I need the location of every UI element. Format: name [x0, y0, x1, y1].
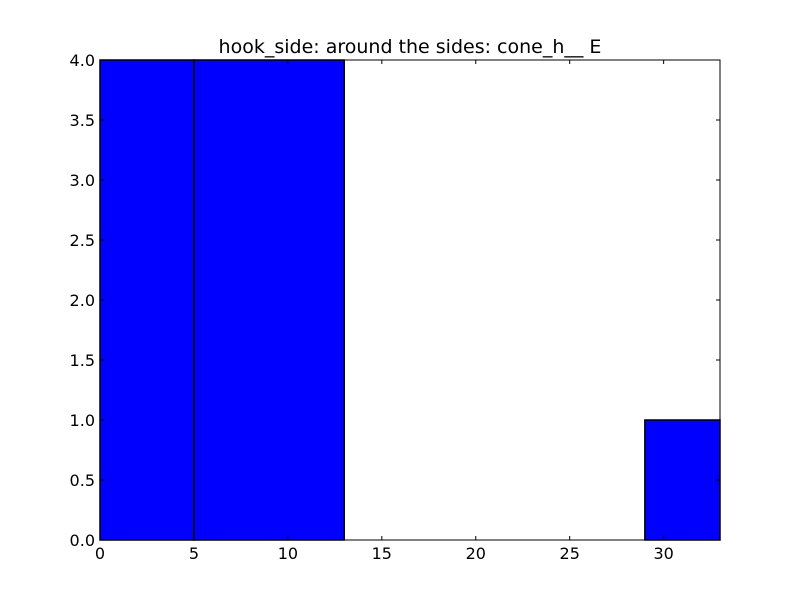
y-tick-label: 4.0: [70, 51, 95, 70]
y-tick-label: 2.0: [70, 291, 95, 310]
chart-title: hook_side: around the sides: cone_h__ E: [219, 36, 602, 58]
x-tick-label: 15: [372, 544, 392, 563]
y-tick-label: 3.0: [70, 171, 95, 190]
y-tick-label: 3.5: [70, 111, 95, 130]
histogram-bar-0: [99, 59, 195, 541]
x-tick-label: 10: [278, 544, 298, 563]
x-tick-label: 25: [560, 544, 580, 563]
plot-frame: [99, 59, 721, 541]
histogram-bar-2: [644, 419, 721, 541]
y-tick-label: 1.0: [70, 411, 95, 430]
histogram-bar-1: [193, 59, 345, 541]
y-tick-label: 0.0: [70, 531, 95, 550]
y-tick-label: 2.5: [70, 231, 95, 250]
x-tick-label: 20: [466, 544, 486, 563]
y-tick-label: 0.5: [70, 471, 95, 490]
x-tick-label: 30: [653, 544, 673, 563]
ticks-group: 0 5 10 15 20 25 30 0.0 0.5 1.0 1.5 2.0 2.5 3.0 3.5 4.0: [70, 51, 720, 563]
y-tick-label: 1.5: [70, 351, 95, 370]
x-tick-label: 5: [189, 544, 199, 563]
bars-group: [99, 59, 721, 541]
x-tick-label: 0: [95, 544, 105, 563]
